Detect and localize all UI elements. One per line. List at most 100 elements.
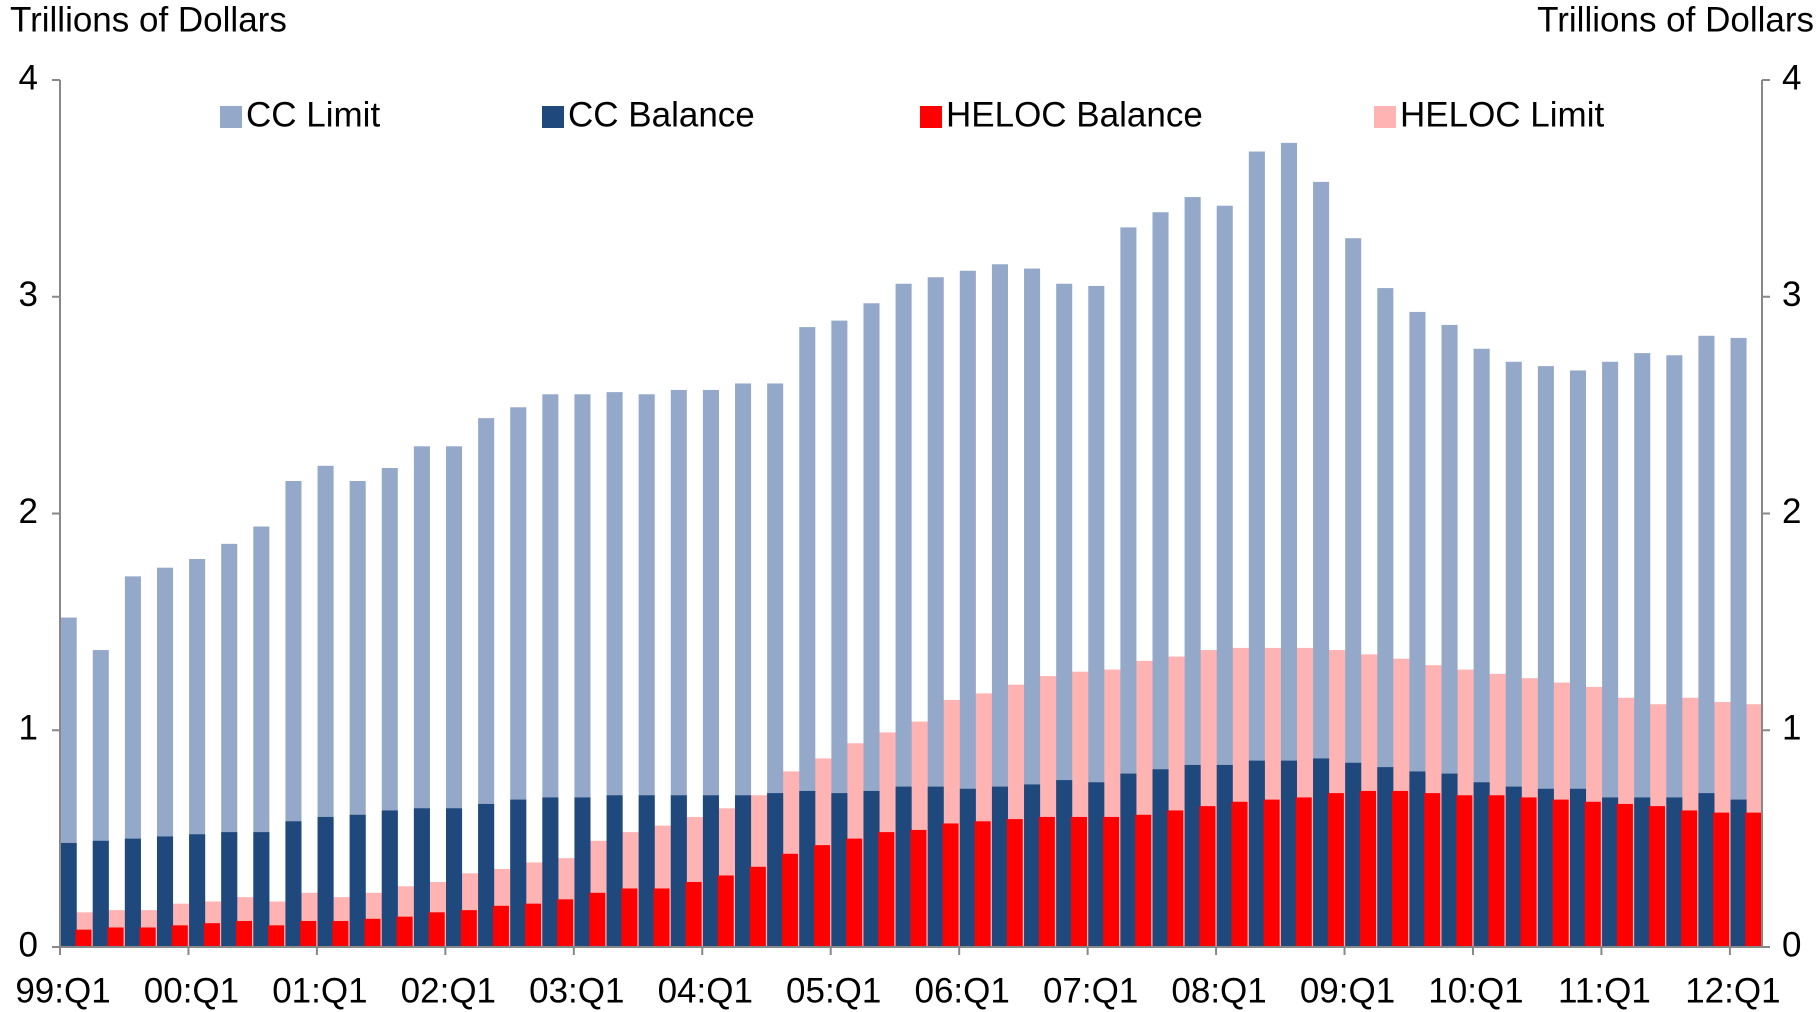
x-tick-label: 01:Q1 (272, 971, 367, 1010)
bar (1313, 758, 1330, 947)
legend-swatch (1374, 106, 1396, 128)
bar (75, 929, 92, 947)
x-tick-label: 12:Q1 (1685, 971, 1780, 1010)
bar (959, 270, 976, 947)
bar (927, 786, 944, 947)
bar (767, 793, 784, 947)
bar (317, 816, 334, 947)
bar (831, 320, 848, 947)
legend-label: HELOC Balance (946, 95, 1203, 134)
bar (799, 790, 816, 947)
x-tick-label: 06:Q1 (914, 971, 1009, 1010)
bar (1345, 762, 1362, 947)
bar (1184, 764, 1201, 947)
bar (1295, 797, 1312, 947)
bar (574, 797, 591, 947)
bar (814, 845, 831, 947)
bar (621, 888, 638, 947)
y-axis-label: Trillions of Dollars (10, 0, 287, 39)
x-tick-label: 04:Q1 (658, 971, 753, 1010)
bar (863, 303, 880, 947)
bar (878, 832, 895, 947)
bar (1648, 806, 1666, 947)
bar (959, 788, 976, 947)
bar (396, 916, 413, 947)
bar (1359, 790, 1376, 947)
bar (460, 910, 477, 947)
y2-tick-label: 2 (1782, 492, 1801, 531)
bar (974, 821, 991, 947)
bar (235, 920, 253, 947)
y2-axis-label: Trillions of Dollars (1537, 0, 1814, 39)
bar (1006, 819, 1023, 947)
bar (991, 264, 1008, 947)
bar (557, 899, 574, 947)
bar (846, 838, 863, 947)
bar (895, 786, 912, 947)
legend-label: CC Limit (246, 95, 380, 134)
bar (910, 829, 927, 947)
bar (492, 905, 509, 947)
bar (413, 808, 430, 947)
bar (156, 836, 174, 947)
bar (991, 786, 1008, 947)
bar (1520, 797, 1537, 947)
y2-tick-label: 1 (1782, 709, 1801, 748)
bar (638, 795, 655, 947)
bar (92, 840, 109, 947)
bar (1216, 764, 1233, 947)
bar (1537, 788, 1554, 947)
bar (1552, 799, 1569, 947)
bar (1152, 212, 1169, 947)
x-tick-label: 11:Q1 (1558, 971, 1651, 1010)
bar (895, 283, 912, 947)
bar (1248, 760, 1265, 947)
bar (1313, 181, 1330, 947)
bar (670, 795, 687, 947)
bar (1392, 790, 1409, 947)
bar (927, 277, 944, 947)
bar (606, 795, 623, 947)
bar (428, 912, 445, 947)
x-tick-label: 02:Q1 (401, 971, 496, 1010)
bar (1248, 151, 1265, 948)
bar (1634, 797, 1651, 947)
bar (1088, 285, 1105, 948)
bar (1616, 803, 1633, 947)
bar (831, 793, 848, 947)
bar (1327, 793, 1344, 947)
x-tick-label: 07:Q1 (1043, 971, 1138, 1010)
bar (589, 892, 606, 947)
bar (364, 918, 381, 947)
bar (1167, 810, 1184, 947)
bar (203, 923, 220, 947)
x-tick-label: 10:Q1 (1428, 971, 1523, 1010)
bar (1120, 773, 1137, 947)
bar (863, 790, 880, 947)
bar (1135, 814, 1152, 947)
bar (1024, 268, 1041, 947)
bar (1024, 784, 1041, 947)
y-tick-label: 2 (19, 492, 38, 531)
bar (1745, 812, 1762, 947)
bar (171, 925, 188, 947)
bar (735, 795, 752, 947)
bar (478, 803, 495, 947)
bar (1216, 205, 1233, 948)
bar (221, 832, 238, 947)
bar (1569, 788, 1587, 947)
bar (1730, 337, 1747, 947)
bar (1424, 793, 1441, 947)
bar (1602, 797, 1619, 947)
bar (285, 821, 302, 947)
bar (1038, 816, 1055, 947)
bar (300, 920, 317, 947)
bar (446, 808, 463, 947)
bar (1409, 771, 1426, 947)
bar (510, 799, 527, 947)
bar (1263, 799, 1280, 947)
bar (1199, 806, 1216, 947)
bar (1488, 795, 1505, 947)
bar (1505, 786, 1522, 947)
bar (749, 866, 766, 947)
